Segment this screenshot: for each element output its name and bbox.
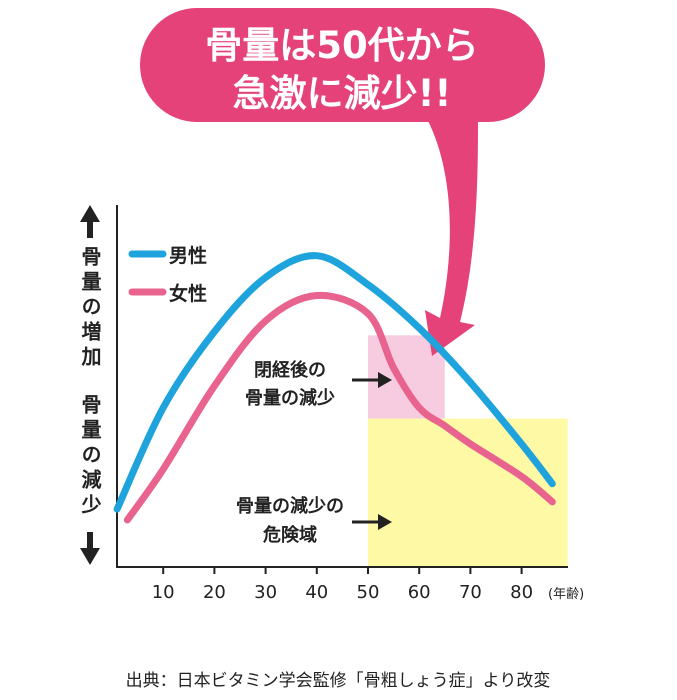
male-line bbox=[113, 252, 556, 513]
menopause-label-line1: 閉経後の bbox=[254, 359, 326, 381]
danger-label-line1: 骨量の減少の bbox=[236, 495, 344, 517]
y-label-increase: 骨量の増加 bbox=[78, 246, 102, 371]
danger-label-line2: 危険域 bbox=[262, 524, 317, 546]
x-tick-label: 40 bbox=[305, 582, 328, 603]
menopause-label-line2: 骨量の減少 bbox=[245, 387, 335, 409]
legend-male-label: 男性 bbox=[169, 244, 207, 267]
menopause-arrow-icon bbox=[352, 372, 392, 388]
legend-female-label: 女性 bbox=[169, 282, 207, 305]
female-line bbox=[123, 291, 556, 524]
x-tick-label: 50 bbox=[357, 582, 380, 603]
x-tick-label: 10 bbox=[152, 582, 175, 603]
x-tick-label: 30 bbox=[254, 582, 277, 603]
callout-line2: 急激に減少!! bbox=[233, 72, 452, 115]
y-axis-up-arrow-icon bbox=[80, 205, 100, 238]
x-tick-label: 20 bbox=[203, 582, 226, 603]
callout-arrow bbox=[425, 115, 478, 356]
y-label-decrease: 骨量の減少 bbox=[78, 394, 102, 519]
danger-arrow-icon bbox=[352, 514, 392, 530]
callout: 骨量は50代から 急激に減少!! bbox=[140, 8, 545, 356]
y-axis-down-arrow-icon bbox=[80, 532, 100, 565]
x-axis-label: (年齢) bbox=[548, 587, 584, 602]
x-tick-label: 70 bbox=[459, 582, 482, 603]
x-tick-label: 60 bbox=[408, 582, 431, 603]
callout-bubble bbox=[140, 8, 545, 122]
callout-line1: 骨量は50代から bbox=[205, 24, 479, 67]
x-tick-label: 80 bbox=[510, 582, 533, 603]
source-caption: 出典：日本ビタミン学会監修「骨粗しょう症」より改変 bbox=[126, 671, 551, 691]
